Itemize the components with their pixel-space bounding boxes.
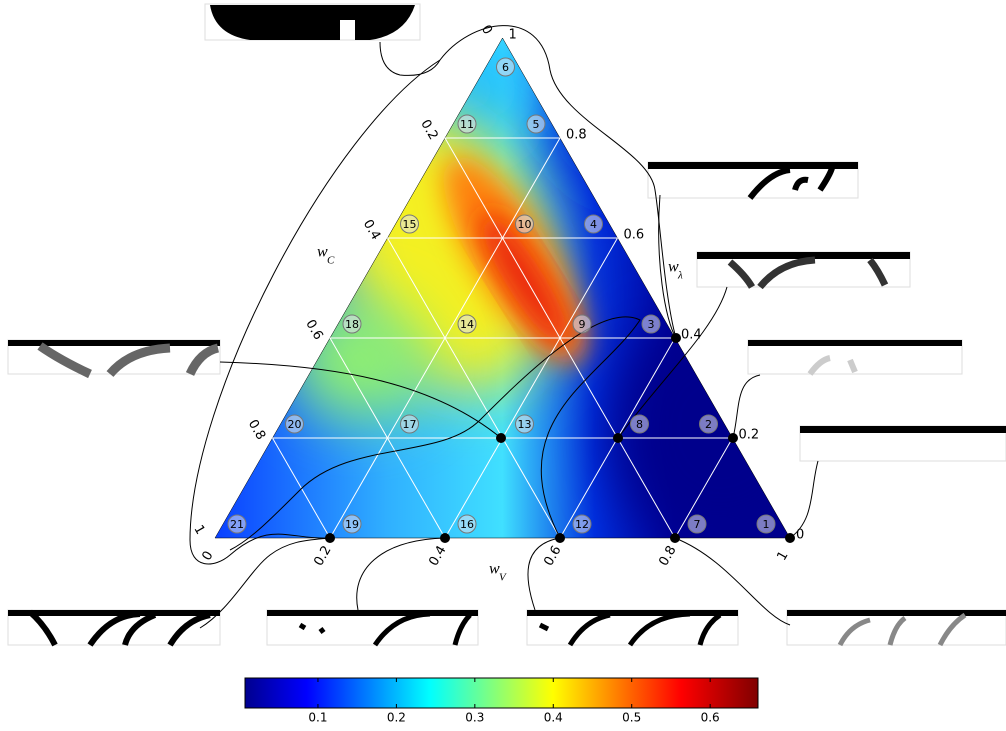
left-tick-label: 0 xyxy=(478,23,495,38)
point-label: 10 xyxy=(518,218,532,231)
point-label: 19 xyxy=(345,518,359,531)
colorbar-tick-label: 0.2 xyxy=(387,711,406,725)
point-label: 7 xyxy=(694,518,701,531)
axis-title-sub: V xyxy=(499,572,507,584)
point-label: 21 xyxy=(230,518,244,531)
point-label: 11 xyxy=(460,118,474,131)
point-label: 17 xyxy=(403,418,417,431)
right-tick-label: 0.6 xyxy=(624,228,645,243)
colorbar-tick-label: 0.6 xyxy=(701,711,720,725)
point-label: 2 xyxy=(705,418,712,431)
left-tick-label: 0.4 xyxy=(360,217,383,242)
bottom-tick-label: 0.2 xyxy=(311,543,334,568)
left-tick-label: 0.6 xyxy=(302,317,325,342)
point-label: 1 xyxy=(763,518,770,531)
colorbar-tick-label: 0.5 xyxy=(622,711,641,725)
axis-title-sub: λ xyxy=(677,270,683,282)
right-tick-label: 1 xyxy=(509,28,517,43)
right-tick-label: 0.2 xyxy=(739,428,760,443)
colorbar-tick-label: 0.1 xyxy=(308,711,327,725)
colorbar-tick-label: 0.3 xyxy=(465,711,484,725)
point-label: 5 xyxy=(533,118,540,131)
point-label: 15 xyxy=(403,218,417,231)
point-label: 8 xyxy=(636,418,643,431)
bottom-tick-label: 0.4 xyxy=(426,543,449,568)
colorbar xyxy=(245,678,758,708)
point-label: 16 xyxy=(460,518,474,531)
point-label: 6 xyxy=(502,61,509,74)
bottom-tick-label: 1 xyxy=(774,549,791,564)
point-label: 12 xyxy=(575,518,589,531)
point-label: 9 xyxy=(579,318,586,331)
right-tick-label: 0.4 xyxy=(681,328,702,343)
point-label: 14 xyxy=(460,318,474,331)
left-tick-label: 0.2 xyxy=(417,117,440,142)
bottom-tick-label: 0 xyxy=(199,549,216,564)
point-label: 18 xyxy=(345,318,359,331)
right-tick-label: 0 xyxy=(796,528,804,543)
colorbar-tick-label: 0.4 xyxy=(544,711,563,725)
point-label: 20 xyxy=(288,418,302,431)
point-label: 3 xyxy=(648,318,655,331)
point-label: 13 xyxy=(518,418,532,431)
bottom-tick-label: 0.6 xyxy=(541,543,564,568)
left-tick-label: 1 xyxy=(190,523,207,538)
bottom-tick-label: 0.8 xyxy=(656,543,679,568)
figure: 00.20.40.60.8100.20.40.60.8100.20.40.60.… xyxy=(0,0,1006,731)
point-label: 4 xyxy=(590,218,597,231)
axis-title-sub: C xyxy=(327,255,335,267)
right-tick-label: 0.8 xyxy=(566,128,587,143)
left-tick-label: 0.8 xyxy=(245,417,268,442)
